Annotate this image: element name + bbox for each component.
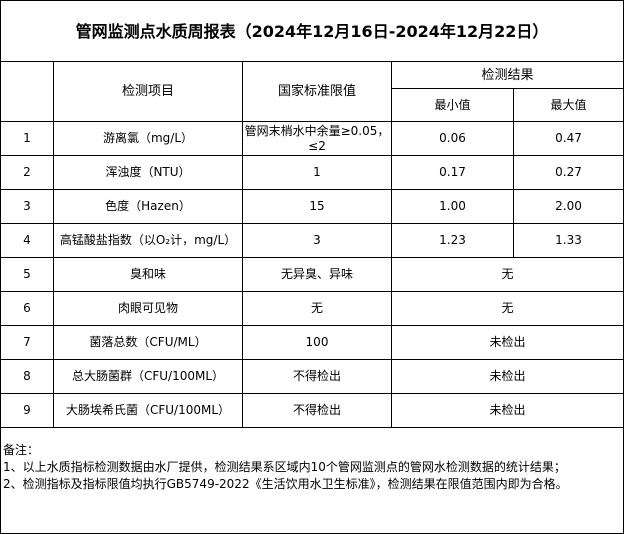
row-item: 臭和味 [53,257,243,292]
row-standard: 不得检出 [242,393,392,428]
header-max: 最大值 [512,88,625,122]
row-number: 2 [0,155,54,190]
table-row: 2 浑浊度（NTU） 1 0.17 0.27 [0,155,625,190]
row-item: 浑浊度（NTU） [53,155,243,190]
row-result: 无 [390,257,625,292]
row-number: 7 [0,325,54,360]
row-item: 色度（Hazen） [53,189,243,224]
table-row: 4 高锰酸盐指数（以O₂计，mg/L） 3 1.23 1.33 [0,223,625,258]
row-number: 6 [0,291,54,326]
row-standard: 1 [242,155,392,190]
header-min: 最小值 [391,88,514,122]
row-item: 菌落总数（CFU/ML） [53,325,243,360]
row-number: 5 [0,257,54,292]
table-row: 7 菌落总数（CFU/ML） 100 未检出 [0,325,625,360]
header-standard: 国家标准限值 [242,61,392,122]
table-row: 5 臭和味 无异臭、异味无 [0,257,625,292]
row-number: 8 [0,359,54,394]
row-standard: 管网末梢水中余量≥0.05，≤2 [242,121,392,156]
report-title: 管网监测点水质周报表（2024年12月16日-2024年12月22日） [0,0,625,62]
notes-line-1: 1、以上水质指标检测数据由水厂提供，检测结果系区域内10个管网监测点的管网水检测… [3,460,566,474]
row-number: 3 [0,189,54,224]
row-min: 1.23 [391,223,514,258]
row-standard: 100 [242,325,392,360]
row-item: 总大肠菌群（CFU/100ML） [53,359,243,394]
header-result: 检测结果 [390,61,625,89]
table-row: 6 肉眼可见物无无 [0,291,625,326]
row-min: 1.00 [391,189,514,224]
row-result: 未检出 [390,359,625,394]
table-row: 8 总大肠菌群（CFU/100ML） 不得检出 未检出 [0,359,625,394]
row-min: 0.06 [391,121,514,156]
row-max: 0.47 [512,121,625,156]
table-row: 9 大肠埃希氏菌（CFU/100ML） 不得检出 未检出 [0,393,625,428]
row-max: 1.33 [512,223,625,258]
row-item: 高锰酸盐指数（以O₂计，mg/L） [53,223,243,258]
row-max: 2.00 [512,189,625,224]
table-row: 3 色度（Hazen） 15 1.00 2.00 [0,189,625,224]
row-standard: 不得检出 [242,359,392,394]
header-no [0,61,54,122]
row-standard: 无异臭、异味 [242,257,392,292]
row-result: 未检出 [390,325,625,360]
row-standard: 无 [242,291,392,326]
row-item: 肉眼可见物 [53,291,243,326]
table-row: 1 游离氯（mg/L） 管网末梢水中余量≥0.05，≤2 0.06 0.47 [0,121,625,156]
row-standard: 3 [242,223,392,258]
row-number: 1 [0,121,54,156]
notes: 备注： 1、以上水质指标检测数据由水厂提供，检测结果系区域内10个管网监测点的管… [0,427,625,534]
row-min: 0.17 [391,155,514,190]
header-item: 检测项目 [53,61,243,122]
row-result: 未检出 [390,393,625,428]
notes-label: 备注： [3,443,40,457]
row-item: 游离氯（mg/L） [53,121,243,156]
row-number: 9 [0,393,54,428]
row-standard: 15 [242,189,392,224]
row-result: 无 [390,291,625,326]
row-max: 0.27 [512,155,625,190]
row-number: 4 [0,223,54,258]
notes-line-2: 2、检测指标及指标限值均执行GB5749-2022《生活饮用水卫生标准》，检测结… [3,477,568,491]
row-item: 大肠埃希氏菌（CFU/100ML） [53,393,243,428]
